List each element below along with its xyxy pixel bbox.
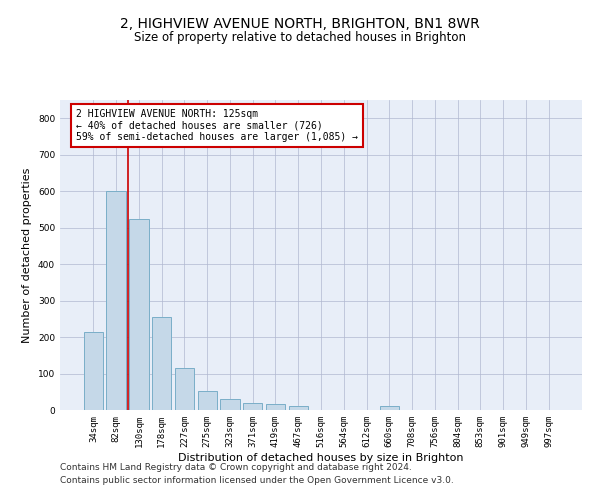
Text: Contains HM Land Registry data © Crown copyright and database right 2024.: Contains HM Land Registry data © Crown c… bbox=[60, 464, 412, 472]
Text: Contains public sector information licensed under the Open Government Licence v3: Contains public sector information licen… bbox=[60, 476, 454, 485]
Bar bbox=[175, 368, 194, 410]
Text: 2 HIGHVIEW AVENUE NORTH: 125sqm
← 40% of detached houses are smaller (726)
59% o: 2 HIGHVIEW AVENUE NORTH: 125sqm ← 40% of… bbox=[76, 110, 358, 142]
Bar bbox=[129, 218, 149, 410]
Bar bbox=[289, 406, 308, 410]
Bar bbox=[266, 404, 285, 410]
Bar bbox=[380, 406, 399, 410]
Bar bbox=[84, 332, 103, 410]
Bar bbox=[106, 191, 126, 410]
Text: Size of property relative to detached houses in Brighton: Size of property relative to detached ho… bbox=[134, 31, 466, 44]
Bar bbox=[243, 402, 262, 410]
Y-axis label: Number of detached properties: Number of detached properties bbox=[22, 168, 32, 342]
Bar bbox=[197, 391, 217, 410]
Text: 2, HIGHVIEW AVENUE NORTH, BRIGHTON, BN1 8WR: 2, HIGHVIEW AVENUE NORTH, BRIGHTON, BN1 … bbox=[120, 18, 480, 32]
Bar bbox=[152, 317, 172, 410]
X-axis label: Distribution of detached houses by size in Brighton: Distribution of detached houses by size … bbox=[178, 452, 464, 462]
Bar bbox=[220, 398, 239, 410]
